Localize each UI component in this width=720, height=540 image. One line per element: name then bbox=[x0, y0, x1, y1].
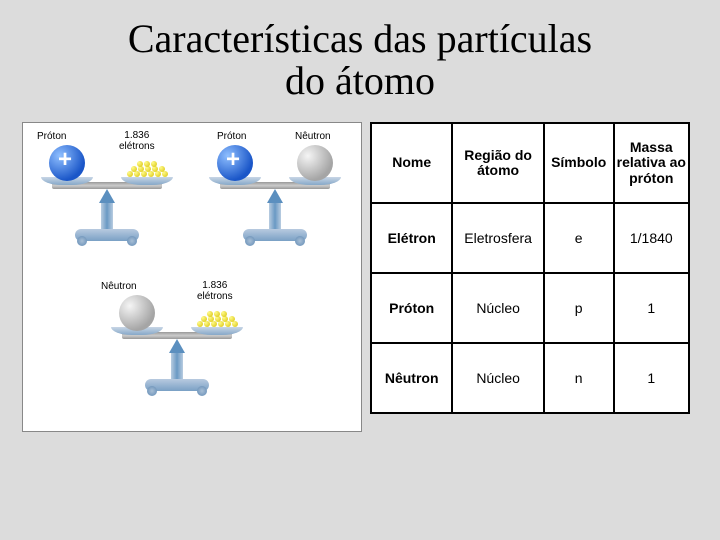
electrons-pile-icon bbox=[125, 163, 169, 179]
base-icon bbox=[75, 229, 139, 241]
particle-table: Nome Região do átomo Símbolo Massa relat… bbox=[370, 122, 690, 414]
title-line-1: Características das partículas bbox=[128, 16, 592, 61]
label-proton-2: Próton bbox=[217, 131, 246, 142]
cell-massa: 1 bbox=[614, 273, 689, 343]
label-neutron: Nêutron bbox=[295, 131, 331, 142]
scale-neutron-electrons: Nêutron 1.836elétrons bbox=[97, 277, 257, 417]
label-electrons-1: 1.836elétrons bbox=[119, 131, 155, 152]
cell-regiao: Núcleo bbox=[452, 273, 543, 343]
col-massa: Massa relativa ao próton bbox=[614, 123, 689, 203]
plus-icon: + bbox=[58, 146, 72, 174]
cell-massa: 1/1840 bbox=[614, 203, 689, 273]
scale-proton-electrons: Próton 1.836elétrons + bbox=[27, 127, 187, 267]
cell-nome: Próton bbox=[371, 273, 452, 343]
scales-illustration: Próton 1.836elétrons + Próton Nêutron bbox=[22, 122, 362, 432]
content-row: Próton 1.836elétrons + Próton Nêutron bbox=[0, 102, 720, 432]
fulcrum-icon bbox=[267, 189, 283, 203]
base-icon bbox=[145, 379, 209, 391]
cell-regiao: Núcleo bbox=[452, 343, 543, 413]
label-electrons-2: 1.836elétrons bbox=[197, 281, 233, 302]
neutron-ball-icon bbox=[297, 145, 333, 181]
cell-massa: 1 bbox=[614, 343, 689, 413]
base-icon bbox=[243, 229, 307, 241]
cell-simbolo: p bbox=[544, 273, 614, 343]
fulcrum-icon bbox=[99, 189, 115, 203]
particle-table-wrap: Nome Região do átomo Símbolo Massa relat… bbox=[370, 122, 698, 414]
neutron-ball-icon bbox=[119, 295, 155, 331]
table-row: Próton Núcleo p 1 bbox=[371, 273, 689, 343]
title-line-2: do átomo bbox=[285, 58, 435, 103]
col-nome: Nome bbox=[371, 123, 452, 203]
plus-icon: + bbox=[226, 146, 240, 174]
table-header-row: Nome Região do átomo Símbolo Massa relat… bbox=[371, 123, 689, 203]
col-simbolo: Símbolo bbox=[544, 123, 614, 203]
cell-simbolo: e bbox=[544, 203, 614, 273]
label-neutron-2: Nêutron bbox=[101, 281, 137, 292]
cell-nome: Nêutron bbox=[371, 343, 452, 413]
table-row: Elétron Eletrosfera e 1/1840 bbox=[371, 203, 689, 273]
electrons-pile-icon bbox=[195, 313, 239, 329]
label-proton: Próton bbox=[37, 131, 66, 142]
page-title: Características das partículas do átomo bbox=[0, 0, 720, 102]
scale-proton-neutron: Próton Nêutron + bbox=[195, 127, 355, 267]
cell-regiao: Eletrosfera bbox=[452, 203, 543, 273]
col-regiao: Região do átomo bbox=[452, 123, 543, 203]
cell-simbolo: n bbox=[544, 343, 614, 413]
fulcrum-icon bbox=[169, 339, 185, 353]
table-row: Nêutron Núcleo n 1 bbox=[371, 343, 689, 413]
cell-nome: Elétron bbox=[371, 203, 452, 273]
